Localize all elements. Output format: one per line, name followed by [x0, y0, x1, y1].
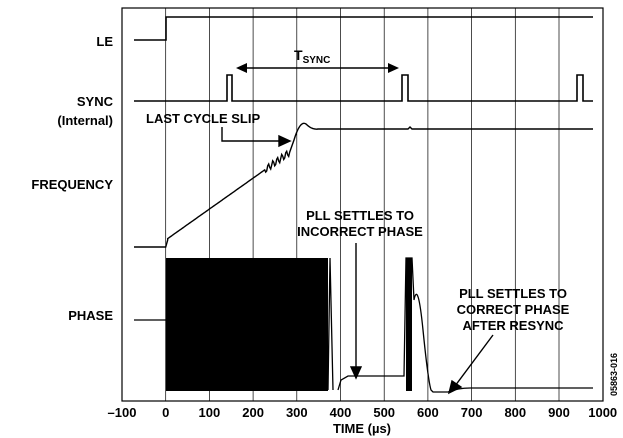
x-axis-label: TIME (µs)	[333, 421, 391, 436]
sync-label: SYNC	[77, 94, 114, 109]
tsync-arrow	[236, 63, 399, 73]
correct-phase-label-line2: CORRECT PHASE	[457, 302, 570, 317]
resync-arrow	[454, 334, 494, 387]
le-label: LE	[96, 34, 113, 49]
x-tick-label: 500	[373, 405, 395, 420]
incorrect-phase-label-line1: PLL SETTLES TO	[306, 208, 414, 223]
phase-label: PHASE	[68, 308, 113, 323]
phase-oscillation-block	[166, 258, 328, 391]
correct-phase-label-line1: PLL SETTLES TO	[459, 286, 567, 301]
incorrect-phase-label-line2: INCORRECT PHASE	[297, 224, 423, 239]
correct-phase-label-line3: AFTER RESYNC	[462, 318, 564, 333]
x-axis-ticks: –100 0 100 200 300 400 500 600 700 800 900 1000	[108, 405, 618, 420]
x-tick-label: –100	[108, 405, 137, 420]
x-tick-label: 900	[548, 405, 570, 420]
phase-burst-block	[406, 258, 412, 391]
frequency-trace	[134, 122, 593, 248]
sync-trace	[134, 74, 593, 102]
waveforms	[134, 16, 593, 393]
x-tick-label: 1000	[588, 405, 617, 420]
x-tick-label: 100	[199, 405, 221, 420]
x-tick-label: 400	[330, 405, 352, 420]
le-trace	[134, 16, 593, 41]
x-tick-label: 200	[242, 405, 264, 420]
frequency-label: FREQUENCY	[31, 177, 113, 192]
last-cycle-slip-label: LAST CYCLE SLIP	[146, 111, 260, 126]
annotation-arrows	[221, 127, 494, 395]
x-tick-label: 300	[286, 405, 308, 420]
x-tick-label: 800	[504, 405, 526, 420]
plot-frame	[121, 7, 604, 402]
x-tick-label: 700	[461, 405, 483, 420]
cycle-slip-arrow	[221, 127, 282, 142]
x-tick-label: 600	[417, 405, 439, 420]
x-tick-label: 0	[162, 405, 169, 420]
sync-internal-label: (Internal)	[57, 113, 113, 128]
tsync-label: TSYNC	[294, 47, 330, 66]
figure-id: 05863-016	[609, 353, 619, 396]
